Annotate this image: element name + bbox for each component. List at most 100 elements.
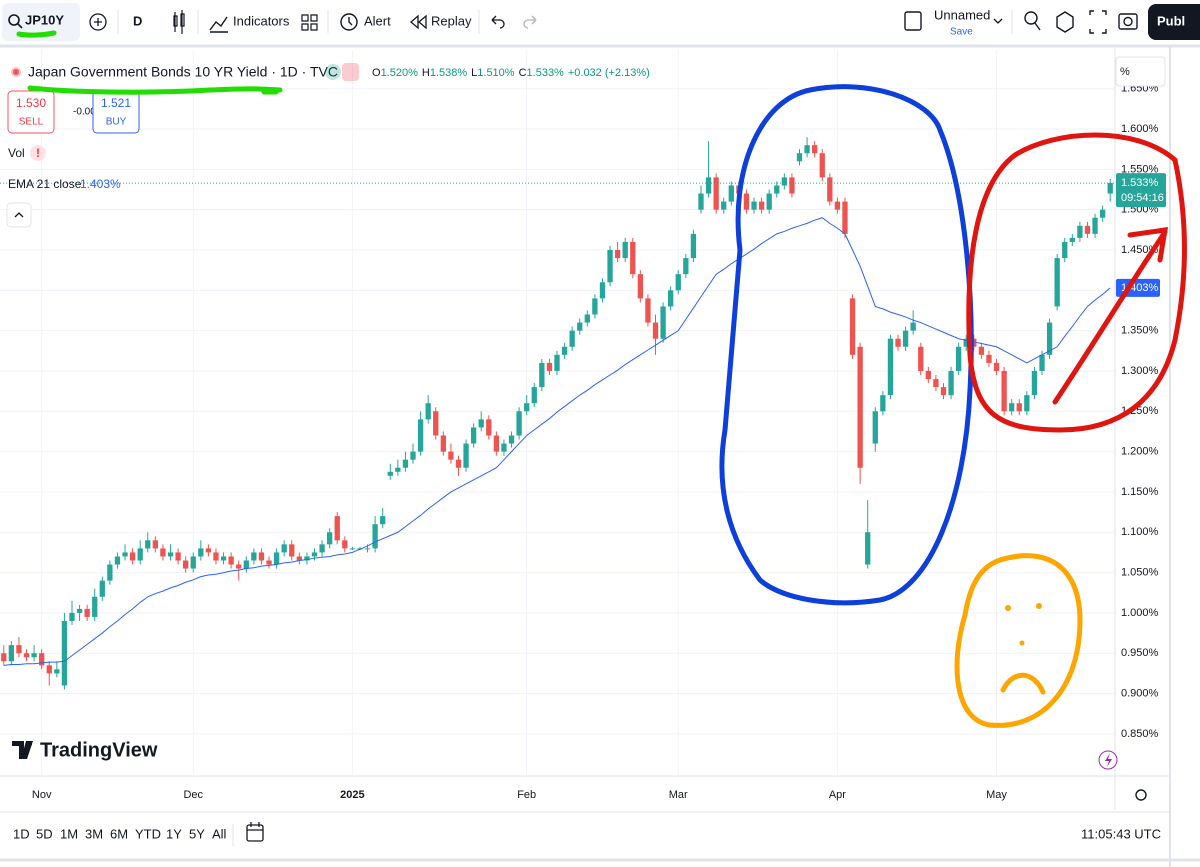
candle-body <box>812 145 818 154</box>
publish-button[interactable] <box>1148 4 1200 40</box>
sell-label[interactable]: SELL <box>19 117 44 128</box>
candle-body <box>304 556 310 561</box>
candle-body <box>160 548 166 557</box>
candle-body <box>1107 183 1113 194</box>
layout-checkbox[interactable] <box>904 11 922 31</box>
buy-label[interactable]: BUY <box>106 117 127 128</box>
candle-body <box>167 552 174 557</box>
candle-body <box>1 653 7 662</box>
goto-date[interactable] <box>246 824 264 842</box>
indicators-button[interactable]: Indicators <box>233 13 290 28</box>
candle-body <box>327 532 333 545</box>
ohlc-key: H <box>422 67 430 79</box>
last-price-box <box>1116 173 1166 208</box>
candle-body <box>796 153 803 162</box>
candle-body <box>1046 322 1053 355</box>
publish-label[interactable]: Publ <box>1157 13 1185 28</box>
candle-body <box>721 201 727 210</box>
range-button[interactable]: 5D <box>36 826 53 841</box>
candle-body <box>1099 209 1106 218</box>
replay-button[interactable]: Replay <box>431 13 472 28</box>
candle-body <box>478 419 484 428</box>
candle-body <box>834 201 841 210</box>
y-tick-label: 1.550% <box>1121 163 1159 175</box>
candle-body <box>766 193 772 210</box>
candle-body <box>516 411 522 436</box>
candle-body <box>76 608 83 613</box>
range-button[interactable]: 1Y <box>166 826 182 841</box>
candle-body <box>622 241 628 259</box>
annotation-nose <box>1019 640 1025 646</box>
range-button[interactable]: 1D <box>13 826 30 841</box>
quick-search[interactable] <box>1024 11 1038 25</box>
candle-body <box>387 471 393 476</box>
candle-body <box>205 548 212 553</box>
save-label[interactable]: Save <box>950 27 973 38</box>
data-status <box>342 63 359 81</box>
candle-body <box>410 451 416 460</box>
collapse-legend[interactable] <box>6 202 32 228</box>
snapshot-button[interactable] <box>1118 13 1138 30</box>
sell-price[interactable]: 1.530 <box>16 96 46 110</box>
candle-body <box>652 322 659 339</box>
candle-body <box>190 556 196 569</box>
interval-button[interactable]: D <box>133 13 142 28</box>
candle-body <box>251 552 257 561</box>
candle-body <box>273 552 280 565</box>
alert-button[interactable]: Alert <box>364 13 391 28</box>
candle-body <box>455 459 462 468</box>
range-button[interactable]: 1M <box>60 826 78 841</box>
compare-button[interactable] <box>89 13 107 31</box>
candle-body <box>1054 258 1060 307</box>
range-button[interactable]: All <box>212 826 227 841</box>
volume-warning[interactable]: ! <box>36 146 40 160</box>
quick-search <box>1034 22 1041 31</box>
layout-menu[interactable] <box>993 18 1003 24</box>
undo-button[interactable] <box>491 15 505 29</box>
candle-body <box>1092 217 1098 234</box>
candle-body <box>872 411 878 444</box>
candle-body <box>99 580 105 597</box>
candle-body <box>425 403 431 420</box>
y-tick-label: 1.050% <box>1121 566 1159 578</box>
templates-button[interactable] <box>301 14 318 31</box>
range-button[interactable]: 3M <box>85 826 103 841</box>
layout-name[interactable]: Unnamed <box>934 7 990 22</box>
candle-body <box>637 274 644 299</box>
scale-unit-box[interactable] <box>1115 56 1166 87</box>
chart-title: Japan Government Bonds 10 YR Yield · 1D … <box>28 64 338 80</box>
fullscreen-button[interactable] <box>1089 10 1107 34</box>
annotation-face <box>954 553 1083 728</box>
compare-icon <box>94 18 102 26</box>
sell-button[interactable] <box>7 90 55 134</box>
grid <box>0 50 1114 775</box>
y-tick-label: 1.600% <box>1121 123 1159 135</box>
scale-unit[interactable]: % <box>1120 66 1130 78</box>
symbol-search[interactable] <box>2 3 80 41</box>
range-button[interactable]: 6M <box>110 826 128 841</box>
axis-settings[interactable] <box>1135 789 1147 801</box>
range-button[interactable]: 5Y <box>189 826 205 841</box>
annotation-mouth <box>1000 672 1046 695</box>
candle-body <box>349 548 356 550</box>
range-button[interactable]: YTD <box>135 826 161 841</box>
symbol[interactable]: JP10Y <box>25 12 64 27</box>
chart-type-button[interactable] <box>173 10 185 34</box>
candle-body <box>145 540 151 549</box>
buy-price[interactable]: 1.521 <box>101 96 131 110</box>
settings-button[interactable] <box>1056 11 1074 33</box>
redo-button[interactable] <box>523 15 537 29</box>
candle-body <box>46 665 52 674</box>
x-tick-label: May <box>986 789 1007 801</box>
volume-warning[interactable] <box>30 145 46 161</box>
axes: 0.850% 0.900% 0.950% 1.000% 1.050% 1.100% 1.15… <box>32 83 1166 801</box>
ema-label: EMA 21 close <box>8 177 82 191</box>
search-icon <box>17 23 23 29</box>
candle-body <box>705 177 712 194</box>
series <box>0 137 1114 690</box>
x-tick-label: Apr <box>829 789 846 801</box>
annotation-underline <box>27 85 283 95</box>
candle-body <box>213 552 219 561</box>
candle-body <box>448 451 454 460</box>
ohlc-key: L <box>471 67 477 79</box>
